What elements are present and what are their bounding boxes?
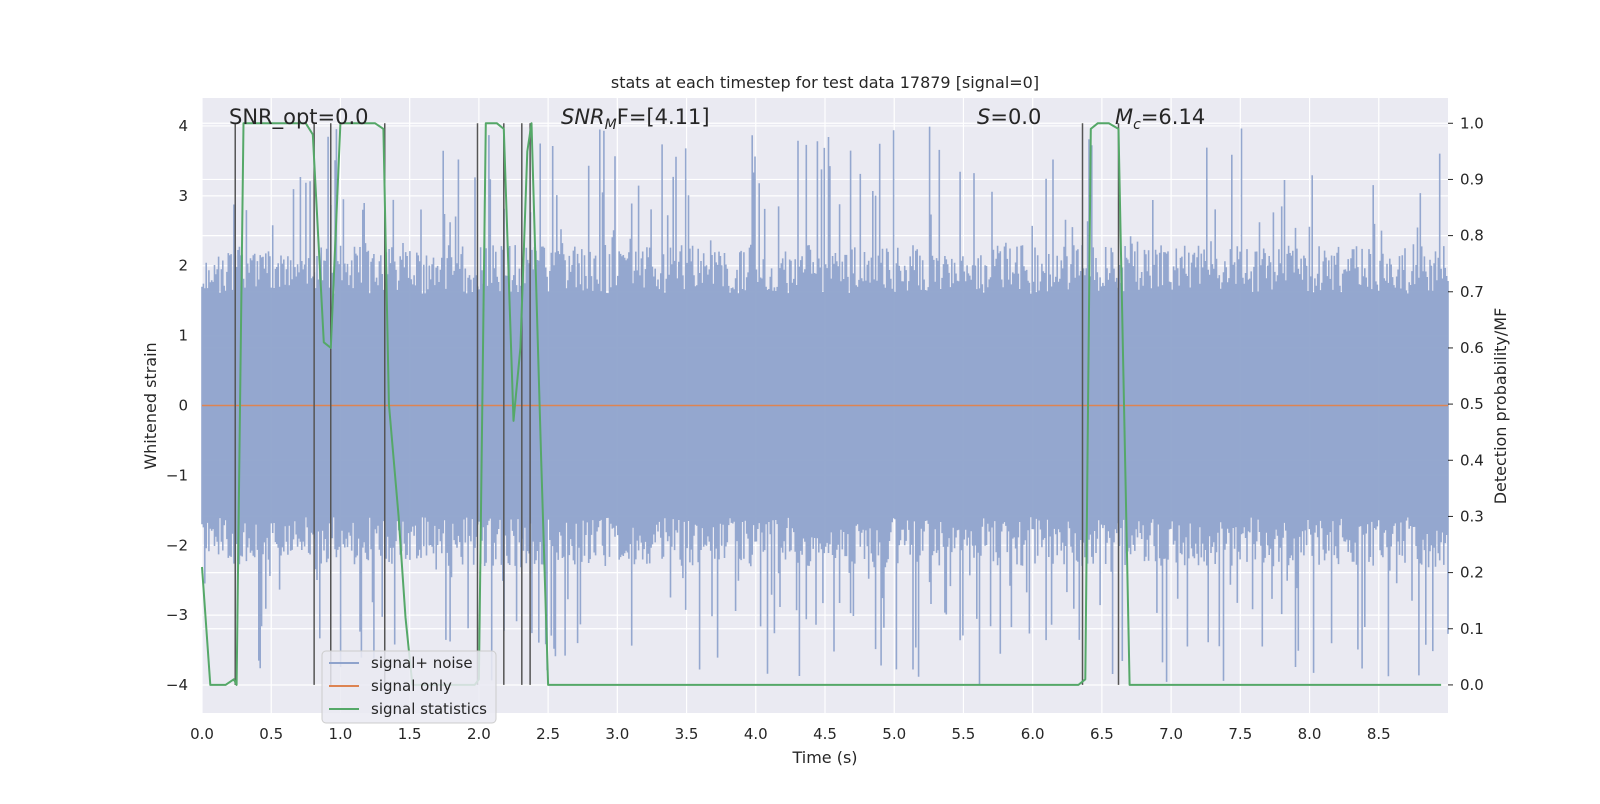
y-right-tick-label: 0.0 (1460, 676, 1484, 694)
x-tick-label: 5.0 (882, 725, 906, 743)
y-left-tick-label: 3 (178, 187, 188, 205)
x-tick-label: 6.5 (1090, 725, 1114, 743)
x-tick-label: 5.5 (952, 725, 976, 743)
y-left-tick-label: −3 (166, 606, 188, 624)
y-right-tick-label: 1.0 (1460, 114, 1484, 132)
annotation-snr-mf-rest: F=[4.11] (617, 105, 710, 129)
x-tick-label: 0.5 (259, 725, 283, 743)
x-tick-label: 0.0 (190, 725, 214, 743)
annotation-mc-name: M (1115, 105, 1133, 129)
y-right-tick-label: 0.9 (1460, 170, 1484, 188)
vline-layer (234, 123, 1120, 685)
legend-label-signal: signal only (371, 677, 452, 695)
annotation-mc-sub: c (1133, 117, 1141, 133)
y-right-tick-label: 0.2 (1460, 564, 1484, 582)
annotation-s-name: S (977, 105, 990, 129)
x-tick-label: 4.5 (813, 725, 837, 743)
annotation-snr-mf: SNRMF=[4.11] (561, 105, 710, 133)
y-left-tick-label: −4 (166, 676, 188, 694)
annotation-s: S=0.0 (977, 105, 1041, 129)
y-left-tick-label: −1 (166, 466, 188, 484)
y-right-tick-label: 0.5 (1460, 395, 1484, 413)
x-tick-label: 6.0 (1021, 725, 1045, 743)
y-axis-label-right: Detection probability/MF (1491, 308, 1510, 505)
x-tick-label: 8.5 (1367, 725, 1391, 743)
y-left-tick-label: −2 (166, 536, 188, 554)
y-right-tick-label: 0.3 (1460, 507, 1484, 525)
y-right-tick-label: 0.4 (1460, 451, 1484, 469)
legend-box (321, 650, 497, 724)
y-right-tick-label: 0.7 (1460, 283, 1484, 301)
y-left-tick-label: 4 (178, 117, 188, 135)
legend-label-statistics: signal statistics (371, 700, 487, 718)
x-tick-label: 4.0 (744, 725, 768, 743)
legend-label-noise: signal+ noise (371, 654, 473, 672)
x-tick-label: 1.0 (329, 725, 353, 743)
y-left-tick-label: 1 (178, 327, 188, 345)
annotation-snr-opt: SNR_opt=0.0 (229, 105, 369, 130)
x-tick-label: 7.5 (1228, 725, 1252, 743)
x-tick-label: 1.5 (398, 725, 422, 743)
x-tick-label: 7.0 (1159, 725, 1183, 743)
x-tick-label: 3.5 (675, 725, 699, 743)
annotation-mc: Mc=6.14 (1115, 105, 1205, 133)
y-axis-label-left: Whitened strain (141, 342, 160, 469)
annotation-s-rest: =0.0 (990, 105, 1041, 129)
annotation-snr-mf-sub: M (605, 117, 617, 133)
annotation-mc-rest: =6.14 (1141, 105, 1205, 129)
y-right-tick-label: 0.8 (1460, 227, 1484, 245)
x-axis-label: Time (s) (791, 748, 857, 767)
chart-title: stats at each timestep for test data 178… (611, 73, 1039, 92)
x-tick-label: 2.0 (467, 725, 491, 743)
annotation-snr-mf-name: SNR (561, 105, 605, 129)
tick-layer: 0.0 0.5 1.0 1.5 2.0 2.5 3.0 3.5 4.0 4.5 5.0 5.5 6.0 6… (166, 114, 1484, 743)
y-right-tick-label: 0.1 (1460, 620, 1484, 638)
y-left-tick-label: 0 (178, 397, 188, 415)
x-tick-label: 3.0 (605, 725, 629, 743)
x-tick-label: 2.5 (536, 725, 560, 743)
x-tick-label: 8.0 (1298, 725, 1322, 743)
y-left-tick-label: 2 (178, 257, 188, 275)
y-right-tick-label: 0.6 (1460, 339, 1484, 357)
legend: signal+ noise signal only signal statist… (321, 650, 497, 724)
